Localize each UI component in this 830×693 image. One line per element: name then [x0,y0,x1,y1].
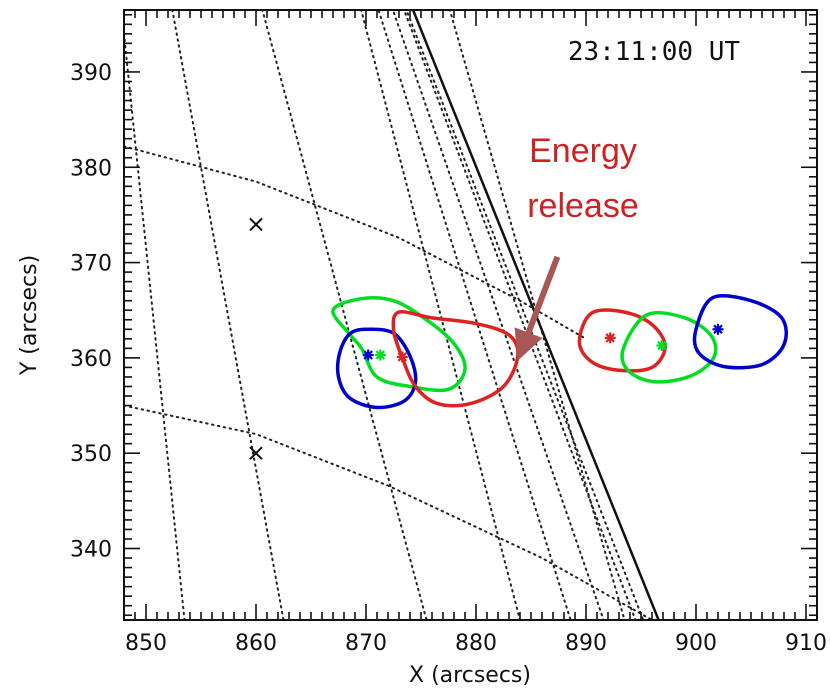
x-tick-label: 900 [675,631,717,656]
x-axis-title: X (arcsecs) [409,663,531,688]
grid-line [261,10,428,620]
x-marker-stroke [249,446,263,460]
centroid-marker [656,340,668,351]
plot-frame [123,9,818,621]
centroid-markers [362,323,724,363]
grid-line [360,10,521,620]
x-marker [249,217,263,232]
y-tick-label: 390 [70,61,112,86]
x-marker [249,446,263,460]
centroid-stroke [605,333,615,343]
x-tick-labels: 850 860 870 880 890 900 910 [125,631,827,656]
annotation-line-1: Energy [529,132,637,170]
grid-line [405,10,645,620]
source-contour [620,311,718,384]
centroid-stroke [397,352,408,362]
solar-limb [411,10,660,620]
grid-line [124,32,186,620]
source-contours [331,294,788,410]
x-tick-label: 870 [345,631,387,656]
coordinate-grid [124,10,653,620]
y-tick-labels: 340 350 360 370 380 390 [70,61,112,563]
x-tick-label: 860 [235,631,277,656]
y-tick-label: 370 [70,252,112,277]
y-tick-label: 350 [70,442,112,467]
annotation-line-2: release [527,187,639,225]
grid-line [377,10,572,620]
grid-line [391,10,605,620]
x-tick-label: 910 [785,631,827,656]
source-contour [331,296,467,393]
centroid-marker [712,323,724,335]
centroid-stroke [657,340,667,351]
grid-line [124,404,653,620]
centroid-stroke [363,350,373,360]
y-tick-label: 380 [70,156,112,181]
x-marker-stroke [249,217,263,232]
centroid-marker [396,351,408,363]
grid-line [448,10,626,620]
energy-release-annotation: Energy release [514,132,639,361]
y-tick-label: 340 [70,538,112,563]
x-tick-label: 890 [565,631,607,656]
source-contour [692,294,788,370]
annotation-arrow [514,255,561,361]
time-label: 23:11:00 UT [568,37,741,67]
grid-line [171,10,285,620]
centroid-stroke [713,324,723,335]
y-tick-label: 360 [70,347,112,372]
grid-line [402,10,637,620]
source-contour [577,308,667,373]
centroid-marker [362,349,374,361]
axis-ticks [123,10,818,620]
reference-markers [249,217,263,460]
x-tick-label: 880 [455,631,497,656]
limb-line [411,10,660,620]
grid-line [124,145,587,340]
source-contour [335,327,418,410]
centroid-marker [604,332,616,344]
centroid-stroke [375,350,386,360]
y-axis-title: Y (arcsecs) [17,255,42,376]
x-tick-label: 850 [125,631,167,656]
centroid-marker [374,349,386,361]
